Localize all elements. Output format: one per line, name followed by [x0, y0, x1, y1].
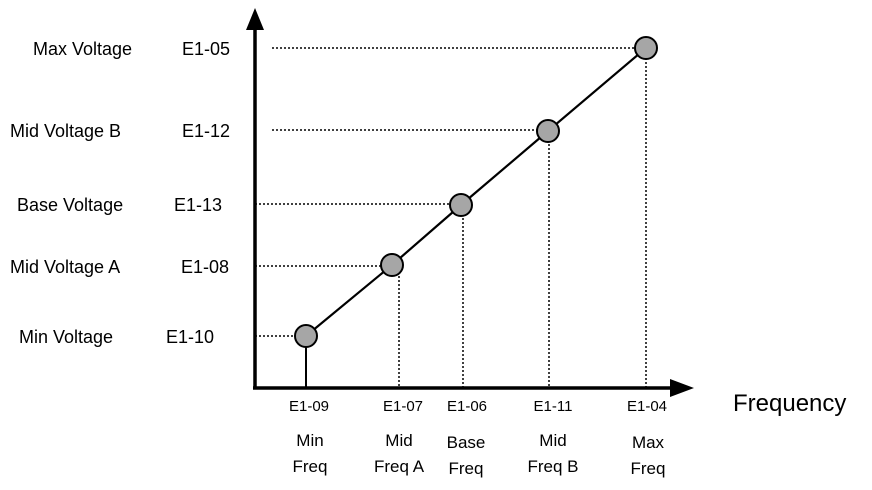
- point-mid-a: [381, 254, 403, 276]
- name-mid-freq-b-line1: Mid: [539, 431, 566, 450]
- frequency-codes: E1-09 E1-07 E1-06 E1-11 E1-04: [289, 398, 667, 415]
- label-mid-voltage-b: Mid Voltage B: [10, 121, 121, 141]
- code-base-freq: E1-06: [447, 398, 487, 415]
- code-min-voltage: E1-10: [166, 327, 214, 347]
- code-max-freq: E1-04: [627, 398, 667, 415]
- x-axis-arrowhead: [670, 379, 694, 397]
- name-mid-freq-a-line1: Mid: [385, 431, 412, 450]
- label-base-voltage: Base Voltage: [17, 195, 123, 215]
- label-mid-voltage-a: Mid Voltage A: [10, 257, 120, 277]
- point-min: [295, 325, 317, 347]
- name-max-freq-line2: Freq: [631, 459, 666, 478]
- frequency-names: Min Freq Mid Freq A Base Freq Mid Freq B…: [293, 431, 666, 478]
- name-base-freq-line1: Base: [447, 433, 486, 452]
- code-mid-freq-b: E1-11: [534, 398, 573, 415]
- point-mid-b: [537, 120, 559, 142]
- code-mid-voltage-b: E1-12: [182, 121, 230, 141]
- code-max-voltage: E1-05: [182, 39, 230, 59]
- label-max-voltage: Max Voltage: [33, 39, 132, 59]
- name-mid-freq-a-line2: Freq A: [374, 457, 425, 476]
- voltage-labels: Max Voltage E1-05 Mid Voltage B E1-12 Ba…: [10, 39, 230, 347]
- name-mid-freq-b-line2: Freq B: [527, 457, 578, 476]
- code-mid-voltage-a: E1-08: [181, 257, 229, 277]
- name-min-freq-line2: Freq: [293, 457, 328, 476]
- label-min-voltage: Min Voltage: [19, 327, 113, 347]
- horizontal-guides: [255, 48, 646, 336]
- x-axis-title: Frequency: [733, 390, 846, 417]
- code-base-voltage: E1-13: [174, 195, 222, 215]
- code-mid-freq-a: E1-07: [383, 398, 423, 415]
- code-min-freq: E1-09: [289, 398, 329, 415]
- y-axis-arrowhead: [246, 8, 264, 30]
- vertical-guides: [399, 50, 646, 388]
- name-base-freq-line2: Freq: [449, 459, 484, 478]
- name-min-freq-line1: Min: [296, 431, 323, 450]
- name-max-freq-line1: Max: [632, 433, 665, 452]
- point-base: [450, 194, 472, 216]
- point-max: [635, 37, 657, 59]
- vf-characteristic-line: [306, 48, 646, 336]
